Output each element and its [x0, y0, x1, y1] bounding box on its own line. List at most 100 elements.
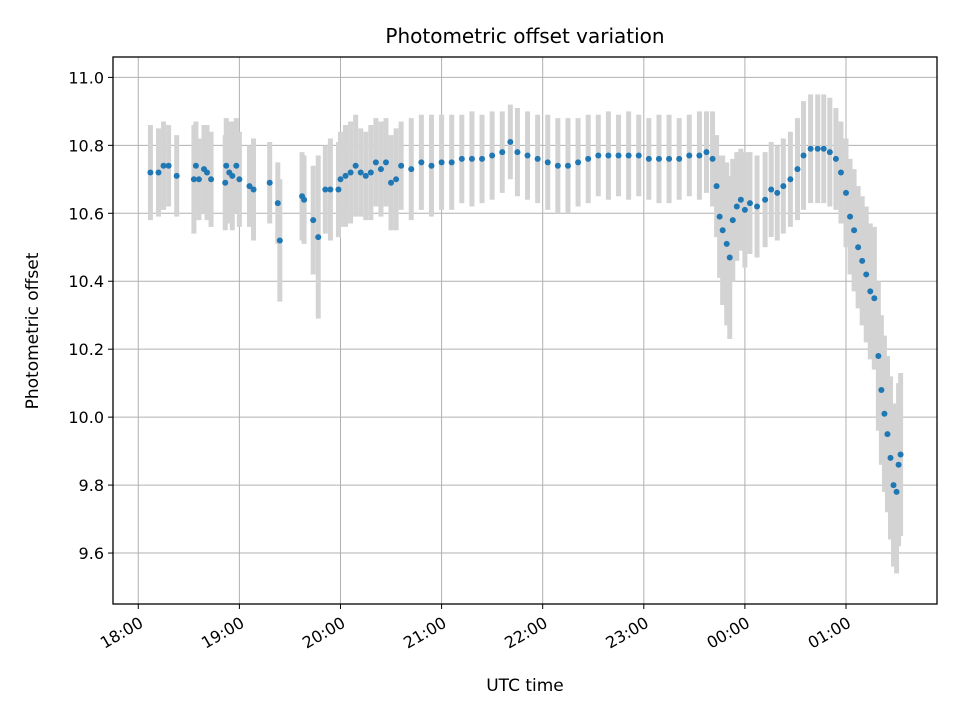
data-point: [362, 172, 369, 179]
data-point: [729, 217, 736, 224]
data-point: [554, 162, 561, 169]
y-tick-label: 10.0: [68, 408, 104, 427]
data-point: [534, 155, 541, 162]
data-point: [774, 189, 781, 196]
data-point: [233, 162, 240, 169]
data-point: [884, 431, 891, 438]
y-tick-label: 9.8: [79, 476, 104, 495]
data-point: [655, 155, 662, 162]
data-point: [458, 155, 465, 162]
data-point: [875, 352, 882, 359]
data-point: [585, 155, 592, 162]
chart-title: Photometric offset variation: [385, 24, 664, 48]
data-point: [236, 176, 243, 183]
data-point: [645, 155, 652, 162]
data-point: [696, 152, 703, 159]
data-point: [878, 386, 885, 393]
data-points: [147, 138, 904, 495]
data-point: [686, 152, 693, 159]
data-point: [741, 206, 748, 213]
data-point: [246, 183, 253, 190]
data-point: [726, 254, 733, 261]
data-point: [709, 155, 716, 162]
data-point: [544, 159, 551, 166]
data-point: [192, 162, 199, 169]
data-point: [703, 149, 710, 156]
data-point: [301, 196, 308, 203]
data-point: [357, 169, 364, 176]
data-point: [863, 271, 870, 278]
data-point: [564, 162, 571, 169]
data-point: [887, 454, 894, 461]
data-point: [871, 295, 878, 302]
data-point: [754, 203, 761, 210]
data-point: [398, 162, 405, 169]
data-point: [832, 155, 839, 162]
data-point: [223, 162, 230, 169]
data-point: [222, 179, 229, 186]
data-point: [165, 162, 172, 169]
data-point: [315, 234, 322, 241]
data-point: [377, 166, 384, 173]
data-point: [204, 169, 211, 176]
y-tick-label: 10.6: [68, 204, 104, 223]
y-tick-label: 11.0: [68, 68, 104, 87]
data-point: [468, 155, 475, 162]
data-point: [438, 159, 445, 166]
data-point: [372, 159, 379, 166]
data-point: [147, 169, 154, 176]
data-point: [676, 155, 683, 162]
data-point: [479, 155, 486, 162]
y-tick-label: 10.8: [68, 136, 104, 155]
y-tick-label: 10.4: [68, 272, 104, 291]
data-point: [499, 149, 506, 156]
data-point: [173, 172, 180, 179]
data-point: [575, 159, 582, 166]
data-point: [448, 159, 455, 166]
data-point: [418, 159, 425, 166]
data-point: [890, 482, 897, 489]
data-point: [851, 227, 858, 234]
data-point: [666, 155, 673, 162]
data-point: [605, 152, 612, 159]
data-point: [768, 186, 775, 193]
data-point: [595, 152, 602, 159]
data-point: [342, 172, 349, 179]
data-point: [428, 162, 435, 169]
data-point: [719, 227, 726, 234]
data-point: [895, 461, 902, 468]
data-point: [780, 183, 787, 190]
data-point: [229, 172, 236, 179]
data-point: [507, 138, 514, 145]
data-point: [787, 176, 794, 183]
data-point: [160, 162, 167, 169]
data-point: [737, 196, 744, 203]
data-point: [190, 176, 197, 183]
data-point: [408, 166, 415, 173]
data-point: [393, 176, 400, 183]
data-point: [310, 217, 317, 224]
y-axis-label: Photometric offset: [23, 252, 43, 409]
data-point: [635, 152, 642, 159]
data-point: [335, 186, 342, 193]
data-point: [826, 149, 833, 156]
data-point: [893, 488, 900, 495]
data-point: [716, 213, 723, 220]
data-point: [250, 186, 257, 193]
data-point: [859, 257, 866, 264]
data-point: [855, 244, 862, 251]
data-point: [514, 149, 521, 156]
data-point: [867, 288, 874, 295]
data-point: [276, 237, 283, 244]
data-point: [794, 166, 801, 173]
x-axis-label: UTC time: [486, 676, 564, 696]
data-point: [897, 451, 904, 458]
data-point: [352, 162, 359, 169]
data-point: [837, 169, 844, 176]
plot-frame: [112, 56, 938, 605]
data-point: [208, 176, 215, 183]
data-point: [388, 179, 395, 186]
data-point: [615, 152, 622, 159]
data-point: [814, 145, 821, 152]
y-tick-label: 10.2: [68, 340, 104, 359]
